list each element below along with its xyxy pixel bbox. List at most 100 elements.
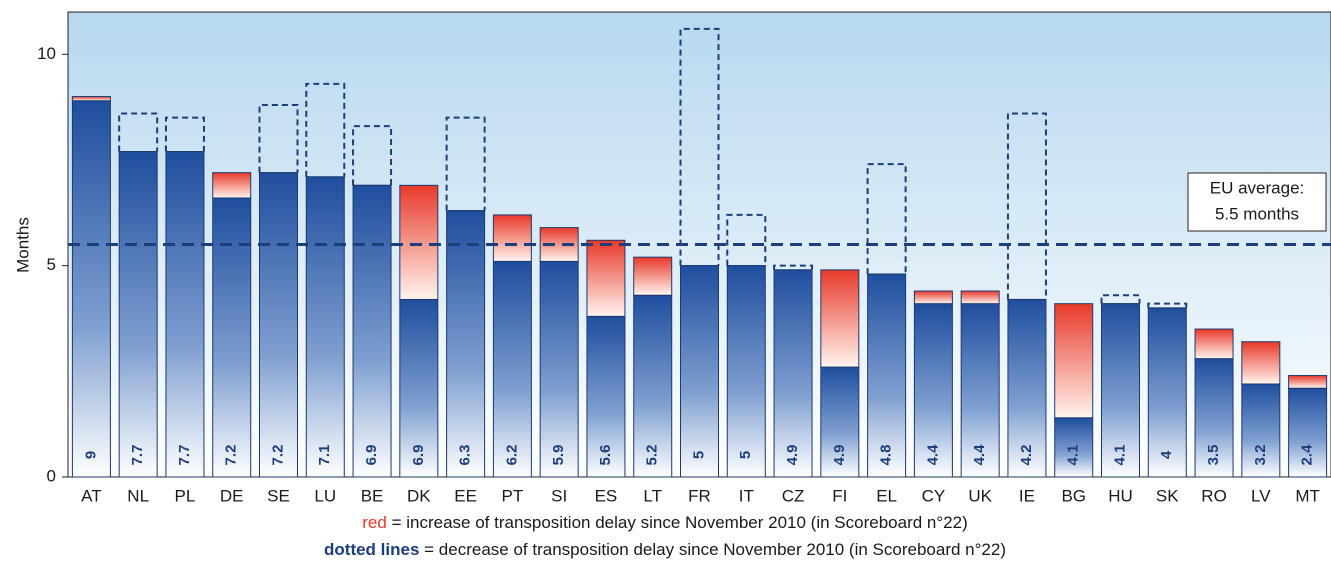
- bar-base: [633, 294, 673, 478]
- bar-increase: [212, 172, 252, 199]
- bar-base: [118, 151, 158, 478]
- value-label: 7.7: [176, 445, 193, 466]
- bar-base: [1241, 383, 1281, 478]
- bar-base: [1288, 387, 1328, 478]
- bar-base: [913, 303, 953, 478]
- x-tick-label: FI: [832, 486, 847, 505]
- value-label: 6.2: [503, 445, 520, 466]
- bar-increase: [820, 269, 860, 368]
- bar-base: [680, 265, 719, 478]
- value-label: 7.2: [269, 445, 286, 466]
- y-tick-label: 0: [47, 466, 56, 485]
- bar-increase: [1241, 341, 1281, 385]
- bar-base: [773, 269, 813, 478]
- bar-increase: [492, 214, 532, 262]
- bar-base: [867, 273, 907, 478]
- note-dotted: dotted lines = decrease of transposition…: [324, 540, 1006, 559]
- x-tick-label: UK: [968, 486, 992, 505]
- bar-base: [726, 265, 766, 478]
- value-label: 4.9: [831, 445, 848, 466]
- value-label: 3.2: [1252, 445, 1269, 466]
- bar-base: [1007, 298, 1047, 478]
- bar-increase: [1288, 375, 1328, 389]
- bar-base: [352, 184, 392, 478]
- x-tick-label: RO: [1201, 486, 1227, 505]
- y-tick-label: 10: [37, 44, 56, 63]
- bar-increase: [399, 184, 439, 300]
- previous-outline: [866, 163, 907, 275]
- x-tick-label: SK: [1156, 486, 1179, 505]
- bar-increase: [71, 96, 111, 102]
- value-label: 4.4: [971, 444, 988, 466]
- y-tick-label: 5: [47, 255, 56, 274]
- value-label: 5.2: [644, 445, 661, 466]
- x-tick-label: IE: [1019, 486, 1035, 505]
- bar-base: [71, 100, 111, 478]
- previous-outline: [1147, 302, 1188, 308]
- previous-outline: [726, 213, 767, 266]
- bar-increase: [633, 256, 673, 296]
- bar-base: [305, 176, 345, 478]
- previous-outline: [118, 112, 159, 152]
- note-text: = decrease of transposition delay since …: [424, 540, 1006, 559]
- bar-increase: [960, 290, 1000, 305]
- x-tick-label: BE: [361, 486, 384, 505]
- bar-base: [960, 303, 1000, 478]
- x-tick-label: SE: [267, 486, 290, 505]
- value-label: 5: [690, 451, 707, 459]
- x-tick-label: LV: [1251, 486, 1271, 505]
- previous-outline: [773, 264, 814, 270]
- x-tick-label: NL: [127, 486, 149, 505]
- bar-base: [259, 172, 298, 478]
- bar-base: [446, 210, 486, 478]
- y-axis-label: Months: [13, 217, 32, 273]
- value-label: 4.8: [878, 445, 895, 466]
- x-tick-label: DK: [407, 486, 431, 505]
- x-tick-label: HU: [1108, 486, 1133, 505]
- previous-outline: [305, 82, 346, 177]
- note-red: red = increase of transposition delay si…: [362, 513, 967, 532]
- x-tick-label: PL: [175, 486, 196, 505]
- x-tick-label: EE: [454, 486, 477, 505]
- value-label: 4.1: [1065, 445, 1082, 466]
- average-label: EU average:: [1210, 178, 1305, 197]
- previous-outline: [164, 116, 205, 152]
- bar-increase: [913, 290, 953, 305]
- value-label: 7.2: [223, 445, 240, 466]
- bar-base: [1147, 307, 1187, 478]
- value-label: 9: [82, 451, 99, 459]
- value-label: 4.2: [1018, 445, 1035, 466]
- bar-increase: [1054, 303, 1094, 419]
- x-tick-label: EL: [876, 486, 897, 505]
- previous-outline: [258, 104, 299, 173]
- x-tick-label: FR: [688, 486, 711, 505]
- note-key: red: [362, 513, 387, 532]
- value-label: 3.5: [1205, 445, 1222, 466]
- x-tick-label: PT: [502, 486, 524, 505]
- value-label: 5.6: [597, 445, 614, 466]
- value-label: 4.4: [924, 444, 941, 466]
- bar-base: [586, 315, 626, 478]
- value-label: 6.3: [457, 445, 474, 466]
- previous-outline: [445, 116, 486, 211]
- x-tick-label: IT: [739, 486, 754, 505]
- previous-outline: [679, 27, 720, 266]
- value-label: 6.9: [363, 445, 380, 466]
- average-label: 5.5 months: [1215, 204, 1299, 223]
- bar-base: [492, 260, 532, 478]
- value-label: 7.7: [129, 445, 146, 466]
- bar-base: [165, 151, 205, 478]
- x-tick-label: MT: [1295, 486, 1320, 505]
- x-tick-label: ES: [595, 486, 618, 505]
- note-text: = increase of transposition delay since …: [392, 513, 968, 532]
- value-label: 2.4: [1299, 444, 1316, 466]
- value-label: 5.9: [550, 445, 567, 466]
- x-tick-label: LU: [314, 486, 336, 505]
- average-box: [1187, 172, 1327, 232]
- x-tick-label: AT: [81, 486, 101, 505]
- value-label: 7.1: [316, 445, 333, 466]
- bar-increase: [1194, 328, 1234, 360]
- x-tick-label: BG: [1061, 486, 1086, 505]
- x-tick-label: DE: [220, 486, 244, 505]
